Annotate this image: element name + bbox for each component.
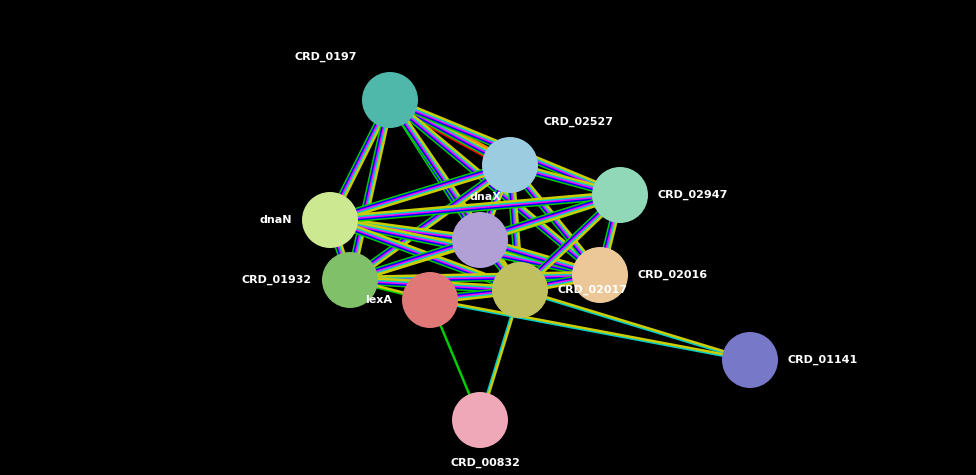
Text: dnaX: dnaX [469, 192, 501, 202]
Text: CRD_02947: CRD_02947 [658, 190, 728, 200]
Circle shape [592, 167, 648, 223]
Circle shape [322, 252, 378, 308]
Circle shape [302, 192, 358, 248]
Circle shape [452, 392, 508, 448]
Text: CRD_02527: CRD_02527 [543, 117, 613, 127]
Circle shape [722, 332, 778, 388]
Circle shape [492, 262, 548, 318]
Text: lexA: lexA [365, 295, 392, 305]
Text: dnaN: dnaN [260, 215, 292, 225]
Circle shape [362, 72, 418, 128]
Circle shape [482, 137, 538, 193]
Text: CRD_00832: CRD_00832 [450, 458, 520, 468]
Text: CRD_02016: CRD_02016 [638, 270, 709, 280]
Circle shape [572, 247, 628, 303]
Text: CRD_01932: CRD_01932 [242, 275, 312, 285]
Text: CRD_0197: CRD_0197 [295, 52, 357, 62]
Text: CRD_02017: CRD_02017 [558, 285, 628, 295]
Circle shape [402, 272, 458, 328]
Circle shape [452, 212, 508, 268]
Text: CRD_01141: CRD_01141 [788, 355, 858, 365]
